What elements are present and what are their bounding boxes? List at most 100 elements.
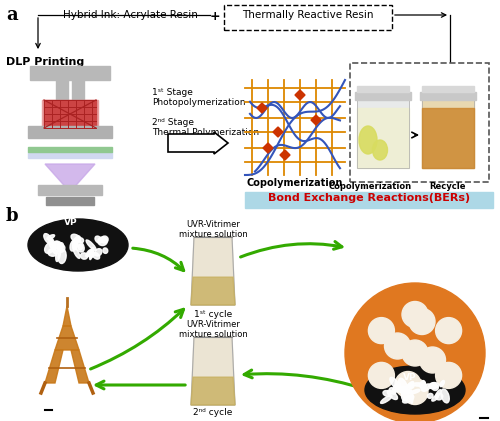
Text: Recycle: Recycle	[430, 182, 466, 191]
Ellipse shape	[430, 383, 436, 389]
Text: Copolymerization: Copolymerization	[328, 182, 411, 191]
Ellipse shape	[44, 242, 56, 253]
Ellipse shape	[402, 389, 409, 401]
Circle shape	[436, 317, 462, 344]
Bar	[245, 192, 493, 208]
Ellipse shape	[420, 381, 426, 389]
Text: 1ˢᵗ cycle: 1ˢᵗ cycle	[194, 310, 232, 319]
Text: UVR-Vitrimer
mixture solution: UVR-Vitrimer mixture solution	[178, 220, 248, 240]
Polygon shape	[191, 237, 235, 305]
Polygon shape	[257, 103, 267, 113]
Ellipse shape	[80, 253, 87, 259]
Ellipse shape	[408, 384, 414, 388]
Ellipse shape	[388, 390, 398, 400]
FancyBboxPatch shape	[350, 63, 489, 182]
Ellipse shape	[436, 390, 441, 397]
Ellipse shape	[432, 395, 438, 401]
Bar	[357, 108, 409, 168]
Polygon shape	[45, 350, 63, 383]
Ellipse shape	[86, 240, 96, 250]
Circle shape	[402, 301, 428, 328]
Bar	[56, 80, 68, 100]
Text: +: +	[210, 10, 220, 23]
Ellipse shape	[404, 381, 413, 392]
Circle shape	[436, 362, 462, 389]
Ellipse shape	[380, 395, 392, 403]
Polygon shape	[273, 127, 283, 137]
Ellipse shape	[390, 388, 396, 394]
Bar	[38, 185, 102, 195]
Ellipse shape	[70, 240, 76, 251]
Circle shape	[409, 309, 435, 335]
Ellipse shape	[74, 236, 80, 243]
Circle shape	[368, 317, 394, 344]
Polygon shape	[191, 377, 235, 405]
Ellipse shape	[90, 247, 94, 259]
FancyArrow shape	[168, 132, 228, 154]
Text: Hybrid Ink: Acrylate Resin: Hybrid Ink: Acrylate Resin	[62, 10, 198, 20]
Ellipse shape	[394, 387, 406, 392]
Ellipse shape	[428, 383, 438, 389]
Ellipse shape	[58, 249, 66, 264]
Ellipse shape	[57, 242, 64, 251]
Bar	[422, 98, 474, 168]
Ellipse shape	[52, 241, 60, 254]
Text: Copolymerization: Copolymerization	[247, 178, 343, 188]
Ellipse shape	[78, 238, 84, 243]
Circle shape	[402, 378, 428, 405]
Ellipse shape	[390, 377, 400, 389]
Ellipse shape	[411, 389, 420, 394]
Ellipse shape	[94, 249, 102, 256]
Ellipse shape	[412, 383, 425, 386]
Ellipse shape	[28, 219, 128, 271]
Polygon shape	[63, 306, 71, 326]
Bar	[46, 197, 94, 205]
Text: UVR-Vitrimer
mixture solution: UVR-Vitrimer mixture solution	[178, 320, 248, 339]
Circle shape	[395, 371, 421, 397]
Polygon shape	[191, 277, 235, 305]
Ellipse shape	[398, 378, 407, 392]
Ellipse shape	[88, 250, 94, 257]
Ellipse shape	[58, 245, 65, 252]
Ellipse shape	[74, 240, 84, 252]
Bar	[422, 86, 474, 92]
Ellipse shape	[47, 234, 54, 240]
Polygon shape	[311, 115, 321, 125]
Ellipse shape	[365, 366, 465, 414]
Ellipse shape	[44, 234, 52, 244]
Ellipse shape	[101, 236, 108, 243]
Bar	[42, 100, 98, 130]
Text: 1ˢᵗ Stage
Photopolymerization: 1ˢᵗ Stage Photopolymerization	[152, 88, 246, 107]
Bar	[355, 92, 411, 100]
Text: 2ⁿᵈ Stage
Thermal Polymerization: 2ⁿᵈ Stage Thermal Polymerization	[152, 118, 259, 137]
Polygon shape	[55, 326, 79, 350]
Polygon shape	[191, 337, 235, 405]
Bar	[28, 147, 112, 152]
Bar	[28, 152, 112, 158]
Ellipse shape	[440, 381, 444, 386]
Circle shape	[384, 333, 410, 359]
Ellipse shape	[402, 395, 414, 403]
Ellipse shape	[56, 248, 60, 261]
Text: Bond Exchange Reactions(BERs): Bond Exchange Reactions(BERs)	[268, 193, 470, 203]
Ellipse shape	[71, 234, 81, 242]
Bar	[420, 92, 476, 100]
Ellipse shape	[359, 126, 377, 154]
Bar	[72, 80, 84, 100]
Text: Thermally Reactive Resin: Thermally Reactive Resin	[242, 10, 374, 20]
Text: b: b	[6, 207, 18, 225]
Ellipse shape	[72, 238, 78, 250]
Ellipse shape	[103, 248, 108, 253]
Ellipse shape	[428, 393, 433, 398]
Ellipse shape	[86, 250, 92, 257]
Text: VP: VP	[403, 373, 416, 382]
Ellipse shape	[78, 244, 82, 250]
Ellipse shape	[95, 236, 102, 243]
Bar	[30, 66, 110, 80]
Ellipse shape	[392, 383, 400, 392]
Bar	[422, 98, 474, 168]
FancyBboxPatch shape	[224, 5, 392, 29]
Circle shape	[420, 347, 446, 373]
Ellipse shape	[432, 384, 438, 391]
Ellipse shape	[422, 384, 430, 391]
